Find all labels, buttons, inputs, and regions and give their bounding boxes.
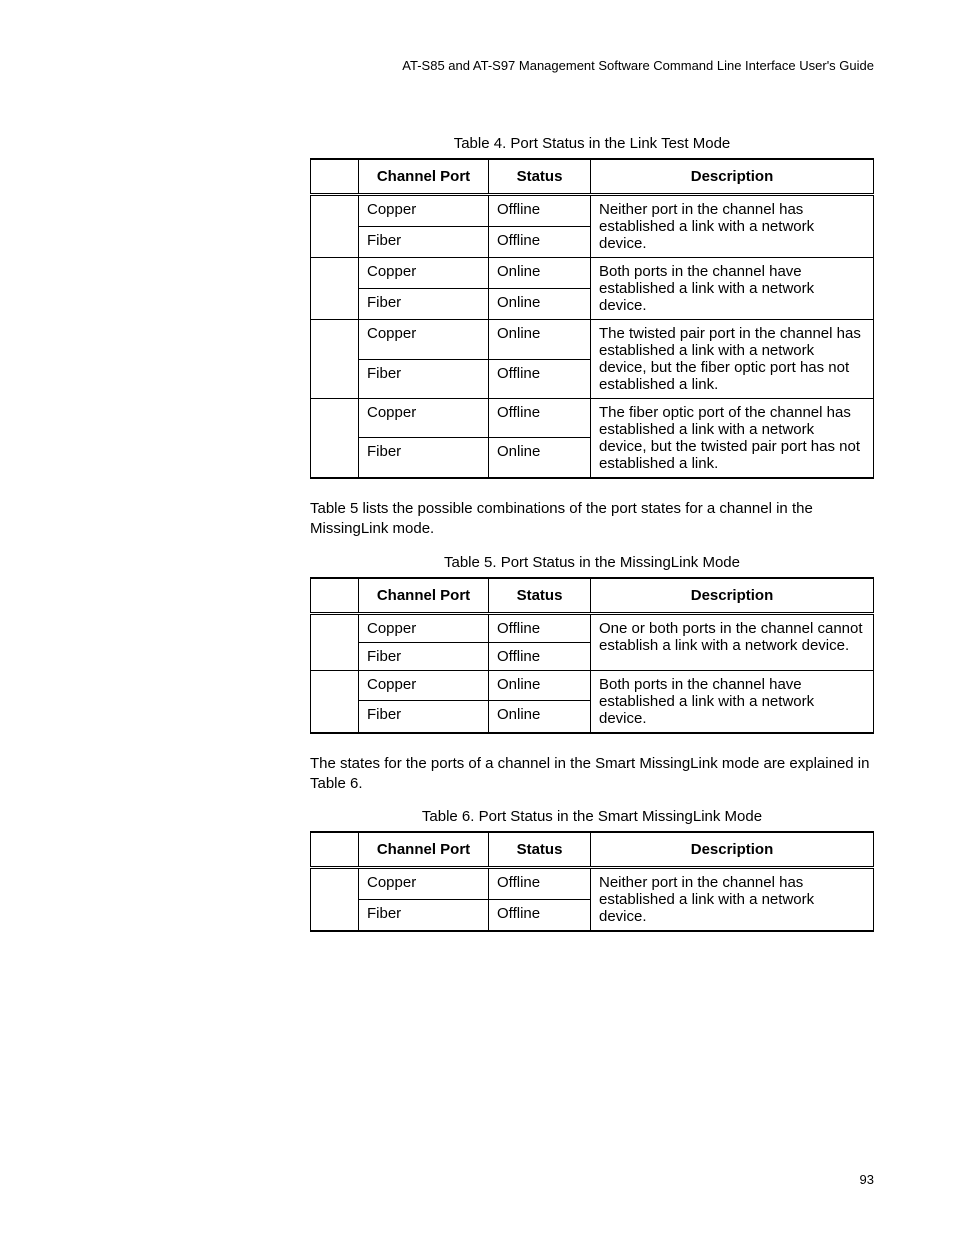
table6-col-port: Channel Port	[359, 832, 489, 868]
status-cell: Online	[489, 670, 591, 701]
table5-col-desc: Description	[591, 578, 874, 614]
paragraph-after-table4: Table 5 lists the possible combinations …	[310, 499, 874, 540]
port-cell: Copper	[359, 868, 489, 900]
port-cell: Copper	[359, 670, 489, 701]
port-cell: Fiber	[359, 359, 489, 399]
table5-col-port: Channel Port	[359, 578, 489, 614]
status-cell: Online	[489, 289, 591, 320]
table5: Channel Port Status Description Copper O…	[310, 577, 874, 734]
desc-cell: The fiber optic port of the channel has …	[591, 399, 874, 479]
port-cell: Copper	[359, 613, 489, 642]
port-cell: Fiber	[359, 701, 489, 733]
desc-cell: Neither port in the channel has establis…	[591, 195, 874, 258]
paragraph-after-table5: The states for the ports of a channel in…	[310, 754, 874, 795]
spacer-cell	[311, 195, 359, 258]
status-cell: Offline	[489, 227, 591, 258]
table4-col-desc: Description	[591, 159, 874, 195]
status-cell: Offline	[489, 868, 591, 900]
table-row: Copper Offline One or both ports in the …	[311, 613, 874, 642]
status-cell: Offline	[489, 399, 591, 438]
running-header: AT-S85 and AT-S97 Management Software Co…	[80, 58, 874, 73]
table4-caption: Table 4. Port Status in the Link Test Mo…	[310, 135, 874, 152]
spacer-cell	[311, 399, 359, 479]
desc-cell: Both ports in the channel have establish…	[591, 258, 874, 320]
desc-cell: Both ports in the channel have establish…	[591, 670, 874, 733]
table5-header-row: Channel Port Status Description	[311, 578, 874, 614]
status-cell: Offline	[489, 195, 591, 227]
page: AT-S85 and AT-S97 Management Software Co…	[0, 0, 954, 1235]
table5-spacer-header	[311, 578, 359, 614]
status-cell: Offline	[489, 900, 591, 931]
status-cell: Online	[489, 438, 591, 478]
port-cell: Fiber	[359, 289, 489, 320]
table-row: Copper Offline Neither port in the chann…	[311, 868, 874, 900]
table-row: Copper Online The twisted pair port in t…	[311, 320, 874, 360]
port-cell: Copper	[359, 399, 489, 438]
table4: Channel Port Status Description Copper O…	[310, 158, 874, 479]
table5-col-status: Status	[489, 578, 591, 614]
table6-col-desc: Description	[591, 832, 874, 868]
table6-spacer-header	[311, 832, 359, 868]
status-cell: Online	[489, 701, 591, 733]
table-row: Copper Offline Neither port in the chann…	[311, 195, 874, 227]
table6-caption: Table 6. Port Status in the Smart Missin…	[310, 808, 874, 825]
status-cell: Online	[489, 320, 591, 360]
status-cell: Offline	[489, 359, 591, 399]
table6: Channel Port Status Description Copper O…	[310, 831, 874, 932]
spacer-cell	[311, 613, 359, 670]
status-cell: Offline	[489, 642, 591, 670]
page-content: Table 4. Port Status in the Link Test Mo…	[310, 135, 874, 932]
table4-col-port: Channel Port	[359, 159, 489, 195]
port-cell: Fiber	[359, 438, 489, 478]
table-row: Copper Online Both ports in the channel …	[311, 670, 874, 701]
table-row: Copper Offline The fiber optic port of t…	[311, 399, 874, 438]
table6-col-status: Status	[489, 832, 591, 868]
table4-header-row: Channel Port Status Description	[311, 159, 874, 195]
status-cell: Offline	[489, 613, 591, 642]
desc-cell: One or both ports in the channel cannot …	[591, 613, 874, 670]
port-cell: Fiber	[359, 642, 489, 670]
desc-cell: The twisted pair port in the channel has…	[591, 320, 874, 399]
page-number: 93	[860, 1172, 874, 1187]
port-cell: Copper	[359, 320, 489, 360]
port-cell: Copper	[359, 195, 489, 227]
table6-header-row: Channel Port Status Description	[311, 832, 874, 868]
table5-caption: Table 5. Port Status in the MissingLink …	[310, 554, 874, 571]
spacer-cell	[311, 868, 359, 932]
spacer-cell	[311, 258, 359, 320]
spacer-cell	[311, 670, 359, 733]
desc-cell: Neither port in the channel has establis…	[591, 868, 874, 932]
table4-spacer-header	[311, 159, 359, 195]
port-cell: Fiber	[359, 900, 489, 931]
port-cell: Fiber	[359, 227, 489, 258]
table4-col-status: Status	[489, 159, 591, 195]
table-row: Copper Online Both ports in the channel …	[311, 258, 874, 289]
port-cell: Copper	[359, 258, 489, 289]
spacer-cell	[311, 320, 359, 399]
status-cell: Online	[489, 258, 591, 289]
